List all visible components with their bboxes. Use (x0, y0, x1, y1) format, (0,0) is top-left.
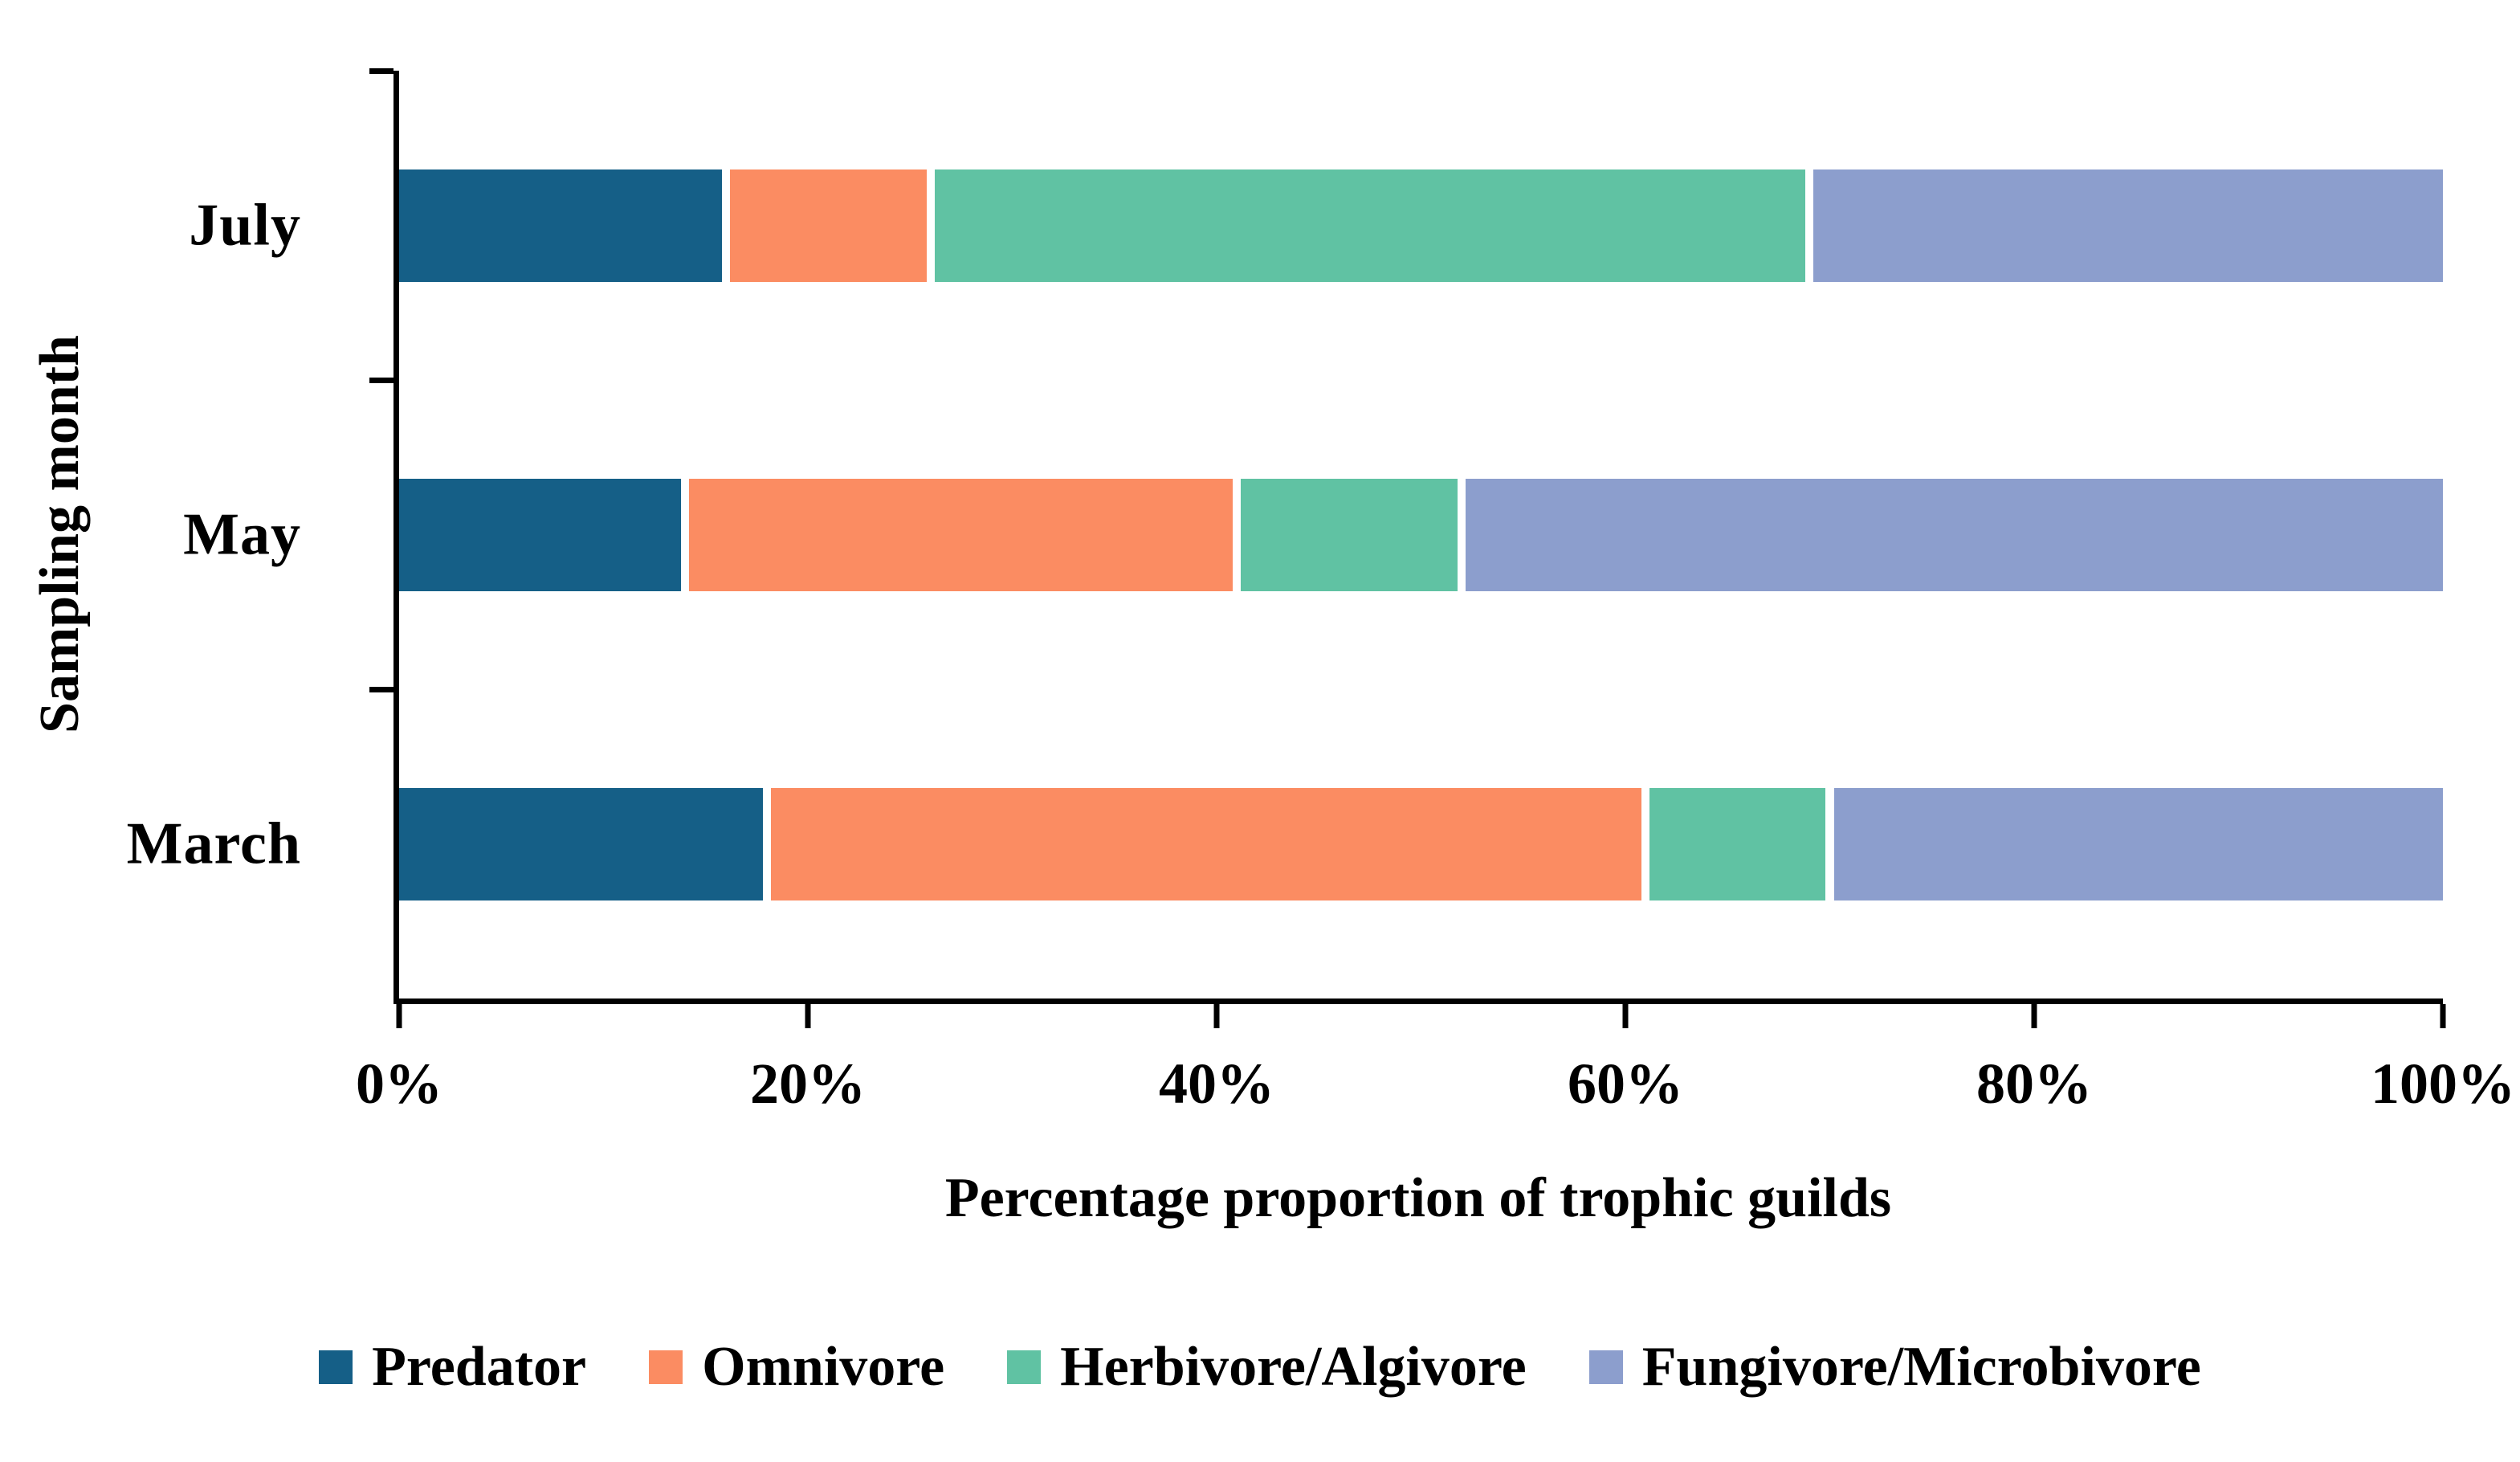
x-tick-label-60pct: 60% (1568, 1052, 1683, 1116)
bar-row-july (399, 169, 2443, 282)
bar-row-may (399, 478, 2443, 591)
plot-area (369, 67, 2446, 1028)
legend-item-fungivore-microbivore: Fungivore/Microbivore (1588, 1335, 2201, 1399)
x-tick-label-20pct: 20% (750, 1052, 866, 1116)
x-axis-title: Percentage proportion of trophic guilds (944, 1167, 1892, 1229)
category-label-may: May (183, 501, 301, 567)
x-tick-labels: 0% 20% 40% 60% 80% 100% (356, 1051, 2515, 1123)
x-axis-tick (396, 1004, 402, 1028)
x-axis-tick (1213, 1004, 1220, 1028)
segment-march-predator (399, 787, 768, 900)
segment-may-fungivore-microbivore (1462, 478, 2443, 591)
x-axis-tick (805, 1004, 811, 1028)
y-axis-tick (369, 67, 393, 74)
category-label-march: March (126, 811, 301, 876)
bar-row-march (399, 787, 2443, 900)
segment-march-herbivore-algivore (1645, 787, 1830, 900)
x-axis-tick (2440, 1004, 2446, 1028)
legend-item-predator: Predator (319, 1335, 586, 1399)
x-tick-label-0pct: 0% (356, 1052, 442, 1116)
category-label-july: July (189, 192, 301, 258)
x-axis-tick (2031, 1004, 2037, 1028)
segment-july-omnivore (726, 169, 931, 282)
segment-march-omnivore (767, 787, 1646, 900)
segment-july-herbivore-algivore (930, 169, 1810, 282)
segment-may-omnivore (685, 478, 1238, 591)
legend-swatch-icon (1588, 1350, 1623, 1384)
legend: Predator Omnivore Herbivore/Algivore Fungiv… (0, 1335, 2520, 1399)
legend-label: Herbivore/Algivore (1060, 1336, 1527, 1398)
legend-swatch-icon (649, 1350, 683, 1384)
legend-item-omnivore: Omnivore (649, 1335, 944, 1399)
legend-swatch-icon (1007, 1350, 1042, 1384)
legend-label: Fungivore/Microbivore (1641, 1336, 2201, 1398)
x-axis-tick (1622, 1004, 1629, 1028)
x-tick-label-80pct: 80% (1976, 1052, 2092, 1116)
segment-may-predator (399, 478, 686, 591)
y-axis-tick (369, 377, 393, 383)
category-labels: July May March (0, 71, 345, 998)
legend-label: Predator (372, 1336, 587, 1398)
segment-july-predator (399, 169, 727, 282)
legend-swatch-icon (319, 1350, 353, 1384)
y-axis-tick (369, 686, 393, 692)
x-tick-label-40pct: 40% (1159, 1052, 1274, 1116)
segment-july-fungivore-microbivore (1809, 169, 2443, 282)
x-tick-label-100pct: 100% (2371, 1052, 2515, 1116)
segment-march-fungivore-microbivore (1829, 787, 2443, 900)
legend-label: Omnivore (702, 1336, 945, 1398)
segment-may-herbivore-algivore (1237, 478, 1462, 591)
legend-item-herbivore-algivore: Herbivore/Algivore (1007, 1335, 1527, 1399)
